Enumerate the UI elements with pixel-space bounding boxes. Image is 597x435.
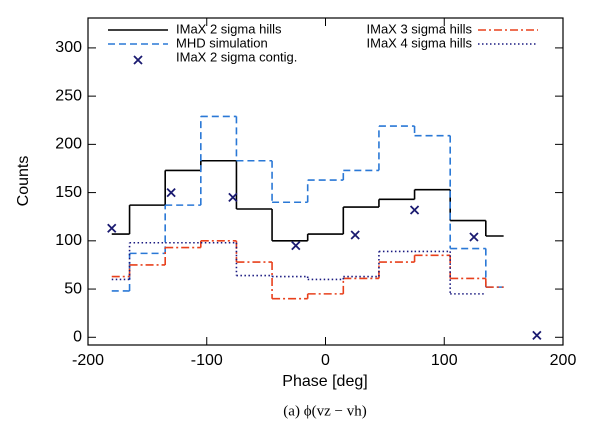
legend-label: IMaX 3 sigma hills (367, 21, 473, 36)
marker (350, 230, 360, 240)
marker (228, 192, 238, 203)
y-tick-label: 100 (55, 232, 82, 249)
x-axis-label: Phase [deg] (282, 373, 367, 390)
marker (469, 232, 479, 242)
x-tick-label: -100 (191, 352, 223, 369)
y-tick-label: 50 (64, 280, 82, 297)
marker (166, 187, 176, 198)
marker (291, 241, 301, 251)
y-tick-label: 0 (73, 329, 82, 346)
legend-label: MHD simulation (176, 35, 268, 50)
marker (409, 205, 420, 215)
y-tick-label: 250 (55, 87, 82, 104)
y-tick-label: 200 (55, 136, 82, 153)
y-tick-label: 150 (55, 184, 82, 201)
legend-label: IMaX 2 sigma hills (176, 21, 282, 36)
marker (532, 330, 542, 340)
x-tick-label: -200 (72, 352, 104, 369)
x-tick-label: 0 (321, 352, 330, 369)
x-tick-label: 100 (431, 352, 458, 369)
x-tick-label: 200 (550, 352, 577, 369)
legend-label: IMaX 4 sigma hills (367, 35, 473, 50)
plot-frame (87, 17, 564, 346)
caption: (a) ϕ(vz − vh) (283, 403, 366, 419)
legend-label: IMaX 2 sigma contig. (176, 49, 297, 64)
marker (133, 55, 143, 65)
y-tick-label: 300 (55, 39, 82, 56)
marker (107, 223, 117, 233)
y-axis-label: Counts (15, 156, 32, 207)
